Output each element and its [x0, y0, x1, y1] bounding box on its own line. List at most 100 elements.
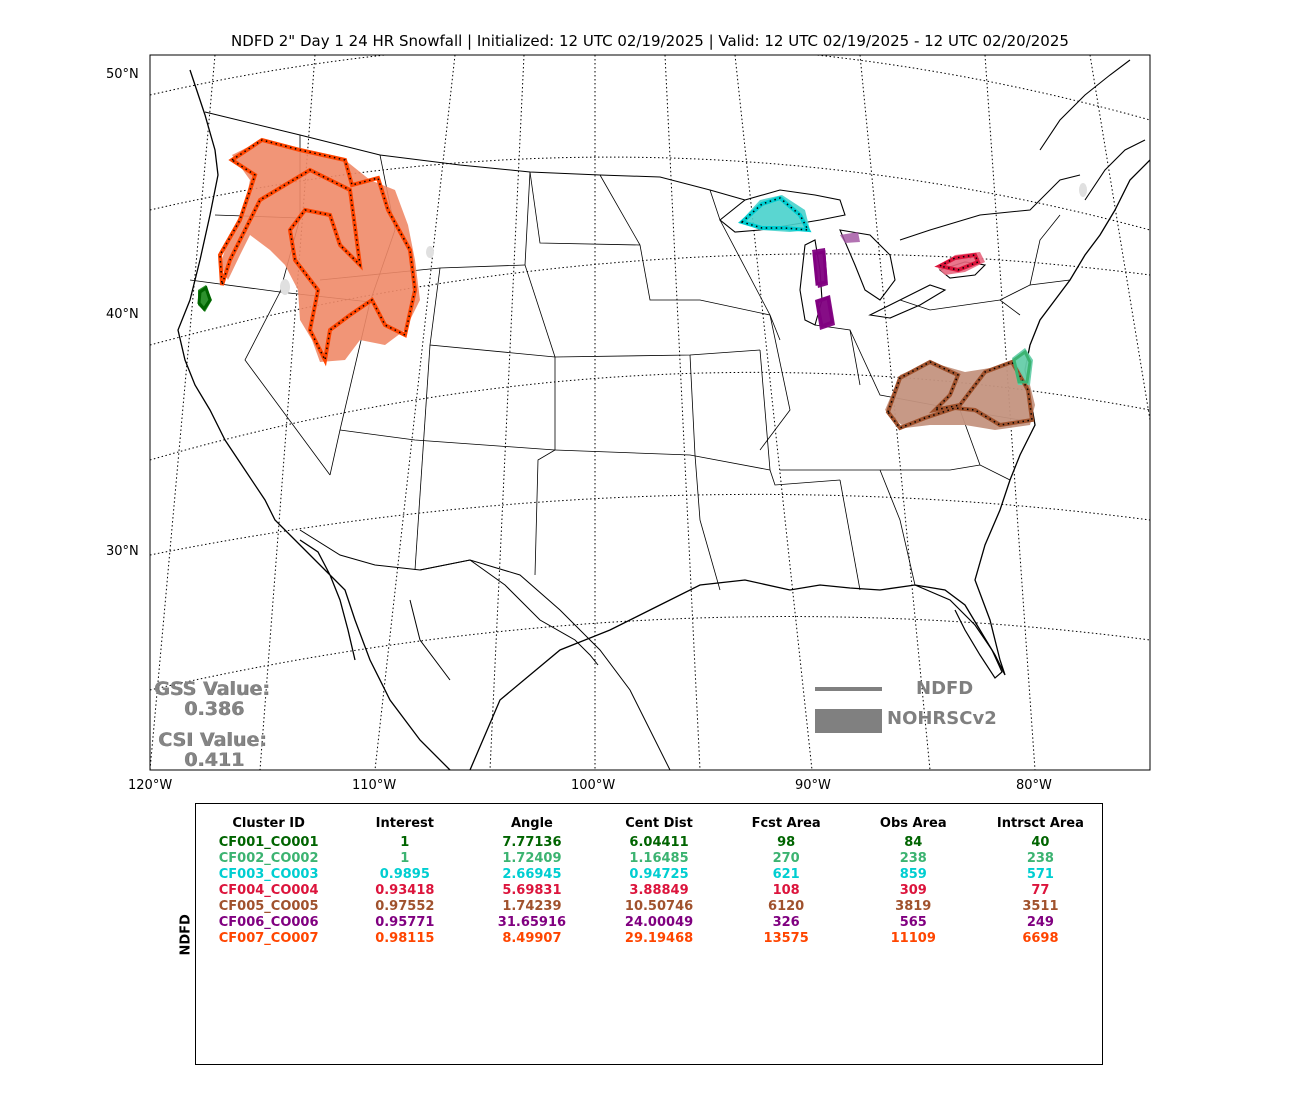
cell-interest: 0.93418 [375, 883, 435, 898]
meridian-75w [1089, 55, 1150, 421]
cell-cluster-id: CF002_CO002 [218, 851, 319, 866]
cell-cluster-id: CF001_CO001 [218, 835, 319, 850]
fcst-cluster-5-dots [887, 361, 1033, 429]
fcst-cluster-3-dots [740, 197, 810, 231]
obs-grey-spot-3 [1079, 183, 1087, 197]
legend-forecast-label: NDFD [916, 678, 974, 699]
cell-fcst-area: 98 [777, 835, 796, 850]
lon-label-100w: 100°W [571, 778, 616, 793]
cell-interest: 1 [400, 835, 410, 850]
meridian-120w [150, 55, 216, 770]
parallel-25n [150, 616, 1150, 691]
csi-value: 0.411 [184, 749, 245, 771]
col-header-cent-dist: Cent Dist [625, 816, 693, 831]
cell-intrsct-area: 238 [1026, 851, 1054, 866]
cell-cent-dist: 10.50746 [624, 899, 694, 914]
cell-obs-area: 3819 [895, 899, 932, 914]
cell-obs-area: 84 [904, 835, 923, 850]
fcst-cluster-6 [812, 250, 834, 329]
cell-angle: 1.74239 [502, 899, 562, 914]
lon-label-120w: 120°W [128, 778, 173, 793]
cell-angle: 2.66945 [502, 867, 562, 882]
col-header-cluster-id: Cluster ID [232, 816, 305, 831]
lon-label-110w: 110°W [352, 778, 397, 793]
north-america-coastline [177, 69, 451, 770]
cell-intrsct-area: 571 [1026, 867, 1054, 882]
cell-interest: 1 [400, 851, 410, 866]
cell-interest: 0.98115 [375, 931, 435, 946]
table-row: CF002_CO002 1 1.72409 1.16485 270 238 23… [196, 851, 1104, 867]
cell-cent-dist: 1.16485 [629, 851, 689, 866]
gulf-east-coastline [469, 159, 1150, 770]
cell-cluster-id: CF005_CO005 [218, 899, 319, 914]
cell-interest: 0.97552 [375, 899, 435, 914]
cell-cluster-id: CF003_CO003 [218, 867, 319, 882]
cell-angle: 8.49907 [502, 931, 562, 946]
us-mexico-border [299, 529, 599, 666]
cell-interest: 0.95771 [375, 915, 435, 930]
cluster-stats-table: Cluster ID Interest Angle Cent Dist Fcst… [196, 814, 1104, 947]
parallel-30n [150, 493, 1150, 556]
cell-angle: 1.72409 [502, 851, 562, 866]
lon-label-90w: 90°W [795, 778, 831, 793]
parallel-35n [150, 371, 1150, 461]
col-header-angle: Angle [510, 816, 553, 831]
obs-grey-spot-2 [426, 246, 434, 258]
cell-cluster-id: CF004_CO004 [218, 883, 319, 898]
legend-observed-label: NOHRSCv2 [887, 708, 997, 729]
meridian-105w [489, 55, 525, 770]
parallel-50n [150, 55, 1150, 121]
lat-label-50n: 50°N [106, 67, 139, 82]
map-content [150, 55, 1150, 770]
cluster-stats-table-box: Cluster ID Interest Angle Cent Dist Fcst… [195, 803, 1103, 1065]
col-header-interest: Interest [375, 816, 434, 831]
table-row: CF005_CO005 0.97552 1.74239 10.50746 612… [196, 899, 1104, 915]
cell-angle: 31.65916 [497, 915, 567, 930]
florida-outline [914, 584, 1003, 679]
cell-obs-area: 11109 [890, 931, 936, 946]
gss-value: 0.386 [184, 698, 245, 720]
meridian-95w [664, 55, 701, 770]
cell-obs-area: 565 [899, 915, 927, 930]
cell-intrsct-area: 40 [1031, 835, 1050, 850]
cell-cent-dist: 0.94725 [629, 867, 689, 882]
legend-observed-swatch [815, 709, 882, 733]
table-header-row: Cluster ID Interest Angle Cent Dist Fcst… [196, 814, 1104, 835]
cell-interest: 0.9895 [379, 867, 430, 882]
lon-label-80w: 80°W [1016, 778, 1052, 793]
mexico-outline [409, 559, 671, 770]
lake-superior [719, 189, 846, 233]
cell-cluster-id: CF006_CO006 [218, 915, 319, 930]
cell-angle: 5.69831 [502, 883, 562, 898]
cell-fcst-area: 13575 [763, 931, 809, 946]
cell-obs-area: 238 [899, 851, 927, 866]
cell-cent-dist: 6.04411 [629, 835, 689, 850]
cell-fcst-area: 108 [772, 883, 800, 898]
cell-fcst-area: 326 [772, 915, 800, 930]
forecast-outlines [197, 137, 1035, 431]
col-header-intrsct-area: Intrsct Area [996, 816, 1084, 831]
meridian-110w [374, 55, 456, 770]
lake-huron [839, 229, 896, 301]
obs-grey-spot-1 [280, 279, 290, 295]
table-row: CF003_CO003 0.9895 2.66945 0.94725 621 8… [196, 867, 1104, 883]
fcst-cluster-7-dots [219, 139, 416, 363]
cell-cent-dist: 29.19468 [624, 931, 694, 946]
col-header-fcst-area: Fcst Area [751, 816, 821, 831]
lat-label-30n: 30°N [106, 544, 139, 559]
cell-intrsct-area: 3511 [1022, 899, 1059, 914]
canada-east-coastline [1039, 59, 1146, 201]
fcst-cluster-4-dots [937, 254, 979, 271]
cell-obs-area: 309 [899, 883, 927, 898]
col-header-obs-area: Obs Area [879, 816, 947, 831]
cell-obs-area: 859 [899, 867, 927, 882]
gss-label: GSS Value: [154, 678, 270, 700]
map-frame [149, 54, 1151, 771]
cell-intrsct-area: 249 [1026, 915, 1054, 930]
table-row: CF007_CO007 0.98115 8.49907 29.19468 135… [196, 931, 1104, 947]
cell-fcst-area: 270 [772, 851, 800, 866]
csi-label: CSI Value: [158, 729, 267, 751]
cell-cluster-id: CF007_CO007 [218, 931, 319, 946]
table-row: CF006_CO006 0.95771 31.65916 24.00049 32… [196, 915, 1104, 931]
